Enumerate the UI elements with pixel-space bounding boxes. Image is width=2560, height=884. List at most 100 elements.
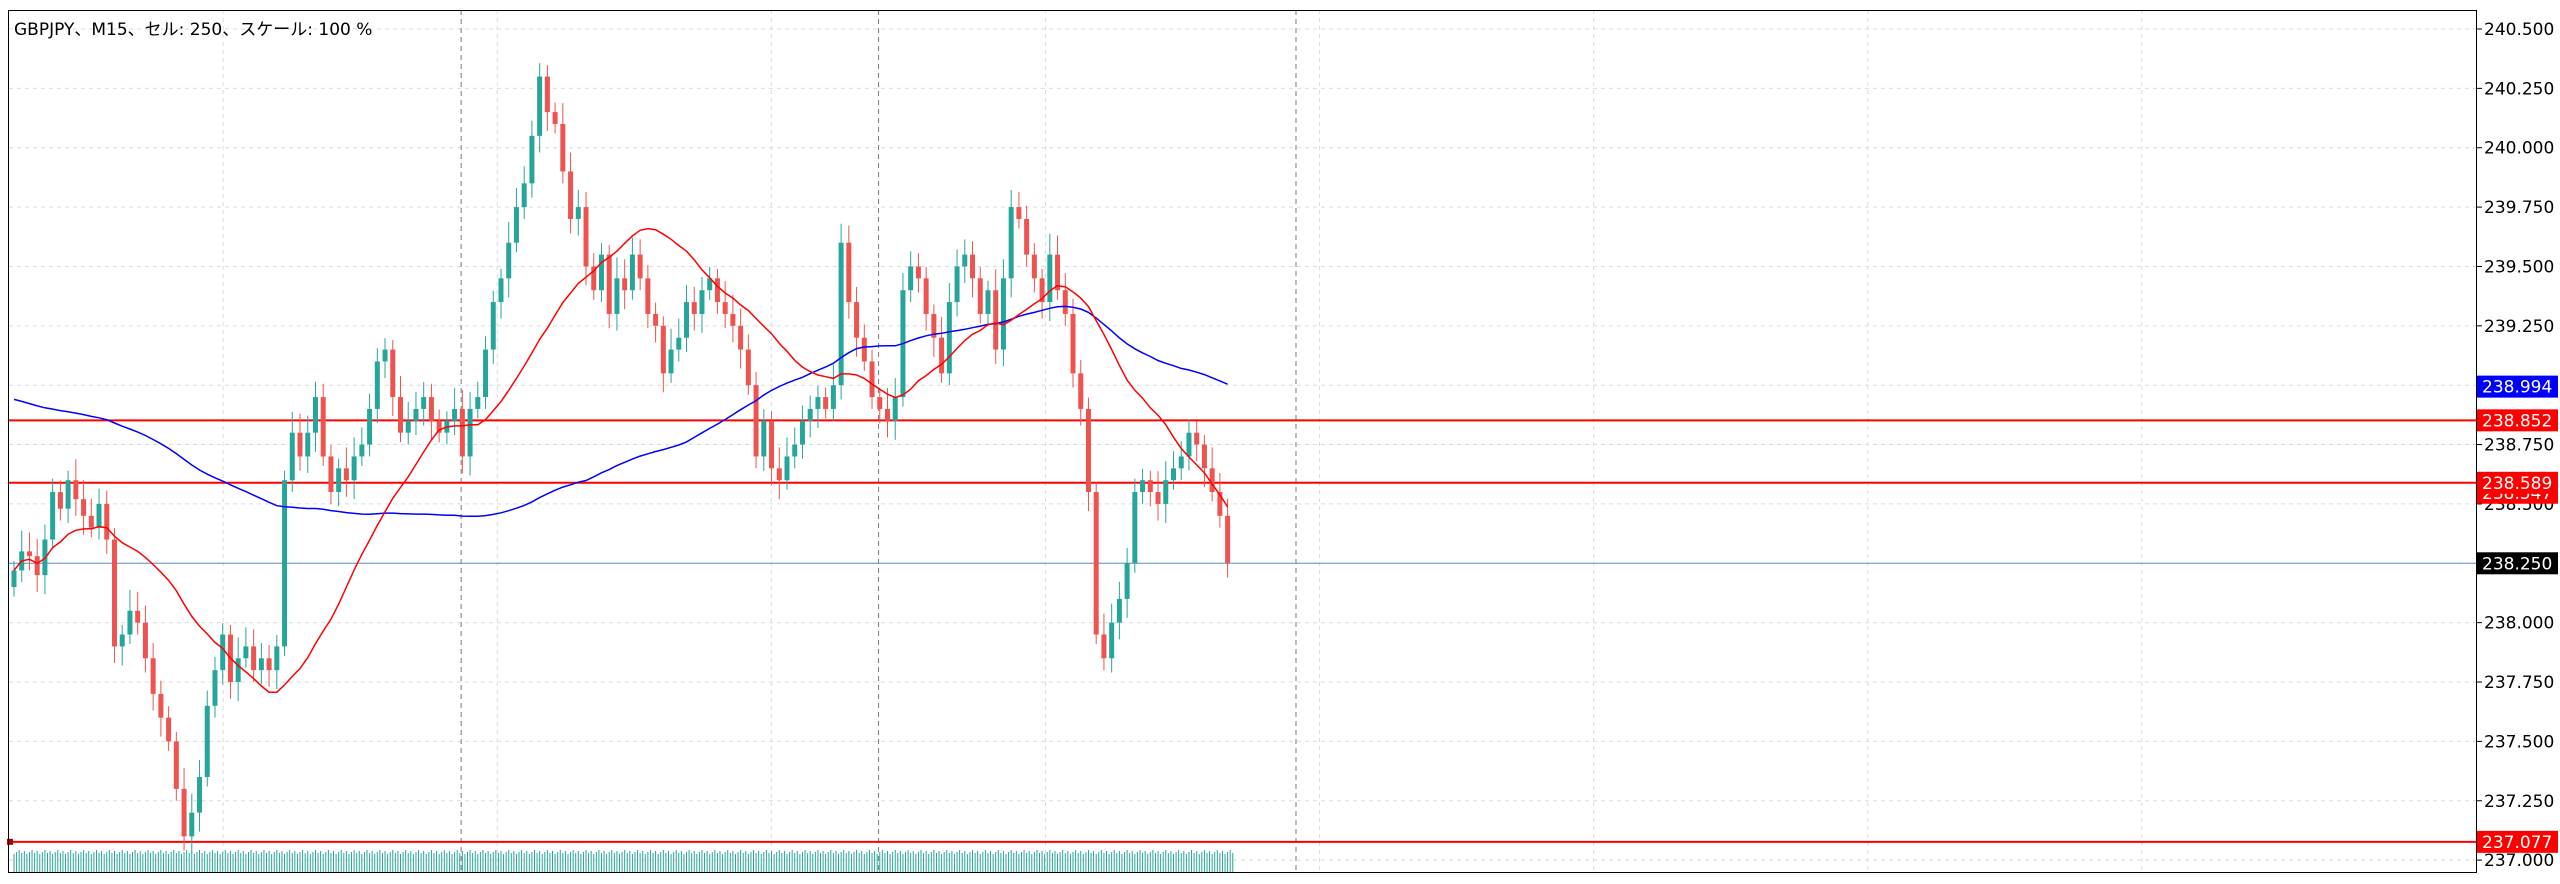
candle-body bbox=[846, 242, 852, 303]
candle-body bbox=[490, 302, 496, 350]
candle-body bbox=[1209, 468, 1215, 493]
bear-candle bbox=[753, 371, 759, 469]
candle-body bbox=[993, 290, 999, 350]
bull-candle bbox=[305, 415, 311, 474]
candle-body bbox=[258, 658, 264, 671]
candle-body bbox=[413, 408, 419, 421]
bull-candle bbox=[50, 478, 56, 550]
bull-candle bbox=[452, 388, 458, 436]
axis-tick-label: 240.000 bbox=[2484, 139, 2554, 159]
candle-body bbox=[653, 313, 659, 326]
candle-body bbox=[552, 112, 558, 124]
candle-body bbox=[1078, 373, 1084, 409]
bear-candle bbox=[26, 532, 32, 571]
candle-body bbox=[243, 646, 249, 659]
candle-body bbox=[1024, 218, 1030, 255]
candle-body bbox=[537, 76, 543, 136]
bull-candle bbox=[421, 381, 427, 426]
bull-candle bbox=[11, 560, 17, 597]
candle-body bbox=[26, 551, 32, 557]
bear-candle bbox=[552, 102, 558, 134]
candle-body bbox=[707, 278, 713, 291]
bear-candle bbox=[869, 350, 875, 409]
bull-candle bbox=[467, 391, 473, 476]
bear-candle bbox=[88, 498, 94, 538]
candle-body bbox=[722, 302, 728, 314]
bear-candle bbox=[915, 253, 921, 293]
candle-body bbox=[459, 408, 465, 457]
bull-candle bbox=[506, 221, 512, 298]
candle-body bbox=[660, 325, 666, 374]
bear-candle bbox=[637, 239, 643, 291]
candle-body bbox=[544, 76, 550, 113]
candle-body bbox=[181, 788, 187, 837]
bull-candle bbox=[838, 223, 844, 400]
candle-body bbox=[235, 658, 241, 683]
bull-candle bbox=[359, 427, 365, 466]
candle-body bbox=[915, 266, 921, 279]
bear-candle bbox=[591, 253, 597, 300]
bear-candle bbox=[104, 490, 110, 554]
candle-body bbox=[173, 741, 179, 789]
candle-body bbox=[1132, 492, 1138, 564]
candle-body bbox=[575, 207, 581, 219]
candle-body bbox=[1163, 480, 1169, 504]
candle-body bbox=[135, 610, 141, 623]
candle-body bbox=[1039, 278, 1045, 303]
candle-body bbox=[119, 634, 125, 647]
bear-candle bbox=[1016, 191, 1022, 229]
bear-candle bbox=[660, 316, 666, 393]
price-badge-ma-slow-price bbox=[2477, 375, 2558, 398]
bull-candle bbox=[475, 381, 481, 419]
price-axis: 240.500 240.250 240.000 239.750 239.500 239.2… bbox=[2476, 20, 2554, 871]
candle-body bbox=[467, 408, 473, 457]
bear-candle bbox=[939, 316, 945, 383]
bear-candle bbox=[436, 409, 442, 443]
bull-candle bbox=[274, 635, 280, 690]
candle-body bbox=[104, 503, 110, 540]
bear-candle bbox=[150, 643, 156, 711]
bull-candle bbox=[413, 391, 419, 436]
bear-candle bbox=[251, 629, 257, 683]
candle-body bbox=[266, 658, 272, 671]
candle-body bbox=[65, 480, 71, 509]
bear-candle bbox=[1062, 273, 1068, 326]
candle-body bbox=[521, 183, 527, 208]
candle-body bbox=[1016, 207, 1022, 219]
candle-body bbox=[753, 385, 759, 457]
bull-candle bbox=[537, 63, 543, 153]
axis-tick-label: 237.250 bbox=[2484, 792, 2554, 812]
bear-candle bbox=[583, 191, 589, 286]
price-badge-bid-price bbox=[2477, 552, 2558, 575]
candle-body bbox=[939, 337, 945, 374]
candle-body bbox=[1062, 290, 1068, 314]
candle-body bbox=[807, 408, 813, 421]
bull-candle bbox=[900, 273, 906, 407]
bull-candle bbox=[96, 488, 102, 540]
bull-candle bbox=[1140, 468, 1146, 504]
bear-candle bbox=[111, 528, 117, 664]
candle-body bbox=[730, 313, 736, 326]
bear-candle bbox=[73, 459, 79, 516]
candle-body bbox=[1178, 456, 1184, 469]
bear-candle bbox=[81, 480, 87, 535]
candle-body bbox=[513, 207, 519, 243]
bear-candle bbox=[158, 680, 164, 737]
axis-tick-label: 238.000 bbox=[2484, 614, 2554, 634]
horizontal-levels[interactable] bbox=[7, 419, 2476, 845]
bull-candle bbox=[65, 470, 71, 523]
candle-body bbox=[738, 325, 744, 350]
candle-body bbox=[289, 432, 295, 481]
bull-candle bbox=[1109, 603, 1115, 673]
bear-candle bbox=[854, 286, 860, 357]
candle-body bbox=[637, 254, 643, 279]
candle-body bbox=[529, 135, 535, 184]
price-badge-level-mid bbox=[2477, 471, 2558, 494]
ma-slow-line bbox=[13, 305, 1228, 518]
candle-body bbox=[769, 420, 775, 469]
bear-candle bbox=[1201, 435, 1207, 488]
level-anchor bbox=[7, 838, 13, 845]
candle-body bbox=[1047, 254, 1053, 303]
candle-body bbox=[328, 456, 334, 493]
